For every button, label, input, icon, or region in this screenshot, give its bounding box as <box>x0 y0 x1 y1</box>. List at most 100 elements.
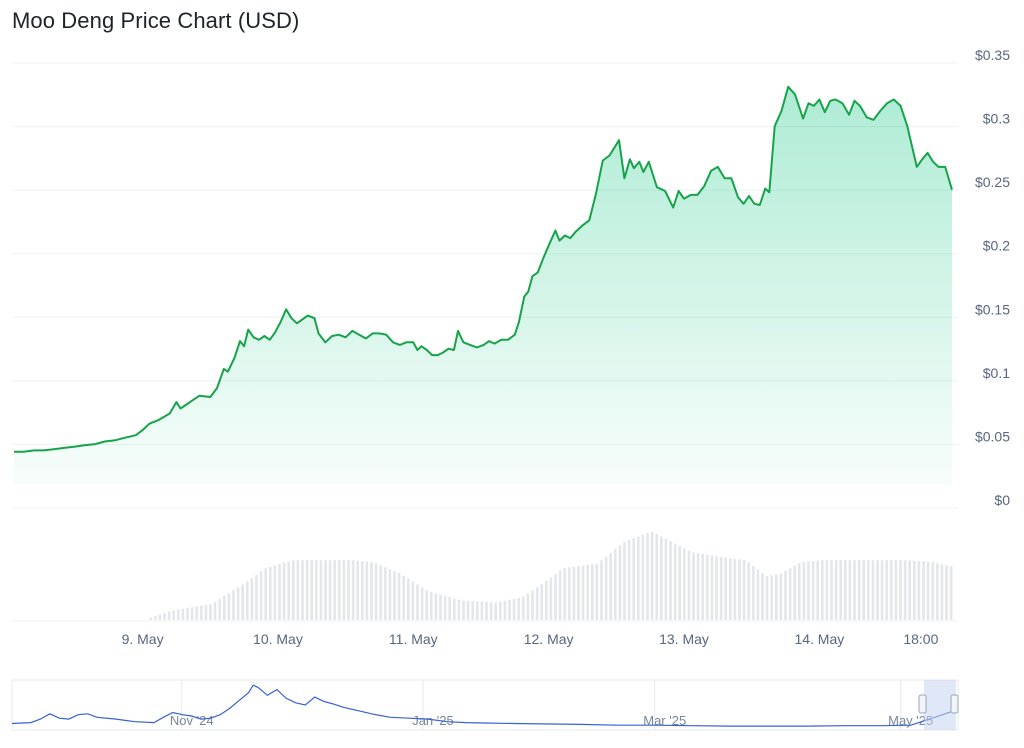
volume-bar <box>788 568 792 620</box>
volume-bar <box>163 613 166 620</box>
volume-bar <box>931 562 934 620</box>
volume-bar <box>568 567 571 620</box>
navigator-handle[interactable] <box>918 694 927 714</box>
navigator-frame <box>11 679 959 731</box>
volume-bar <box>949 566 953 620</box>
volume-bar <box>719 557 723 620</box>
volume-bar <box>448 597 451 620</box>
volume-bar <box>830 560 833 620</box>
volume-bar <box>204 604 208 620</box>
volume-bar <box>908 560 911 620</box>
navigator-tick-label: Jan '25 <box>412 713 454 728</box>
volume-bar <box>816 560 819 620</box>
navigator-tick-label: May '25 <box>888 713 933 728</box>
volume-bar <box>784 570 787 620</box>
volume-bar <box>821 560 824 620</box>
volume-bar <box>535 587 539 620</box>
volume-bar <box>361 561 364 620</box>
volume-bar <box>591 564 594 620</box>
volume-bar <box>581 565 585 620</box>
volume-bar <box>554 574 557 620</box>
volume-bar <box>365 561 369 620</box>
volume-bar <box>310 560 313 620</box>
volume-bar <box>586 565 589 620</box>
volume-bar <box>296 560 300 620</box>
volume-bar <box>834 560 838 620</box>
volume-bar <box>710 555 714 620</box>
volume-bar <box>922 561 925 620</box>
volume-bar <box>499 601 502 620</box>
navigator-handle[interactable] <box>950 694 959 714</box>
volume-bar <box>853 560 856 620</box>
volume-bar <box>563 568 566 620</box>
volume-bar <box>678 545 681 620</box>
y-tick-label: $0.05 <box>975 428 1010 444</box>
volume-bar <box>508 599 511 620</box>
volume-bar <box>154 616 157 620</box>
volume-bar <box>420 587 424 620</box>
volume-bar <box>273 565 277 620</box>
volume-bar <box>411 581 415 620</box>
volume-bar <box>324 560 327 620</box>
volume-bar <box>600 560 603 620</box>
volume-bar <box>903 560 907 620</box>
volume-bar <box>223 596 226 620</box>
volume-bar <box>374 563 378 620</box>
volume-bar <box>683 548 686 620</box>
volume-bar <box>871 560 875 620</box>
volume-bar <box>457 599 461 620</box>
volume-bar <box>255 574 258 620</box>
volume-bar <box>287 561 290 620</box>
volume-bar <box>181 608 185 620</box>
volume-bar <box>172 610 175 620</box>
volume-bar <box>342 560 346 620</box>
volume-bar <box>917 560 921 620</box>
volume-bar <box>402 575 405 620</box>
volume-bar <box>779 573 783 620</box>
volume-bar <box>209 604 212 620</box>
range-navigator[interactable]: Nov '24 Jan '25 Mar '25 May '25 <box>11 679 959 731</box>
volume-bar <box>650 531 654 620</box>
x-tick-label: 14. May <box>794 631 844 647</box>
volume-bar <box>269 566 272 620</box>
y-tick-label: $0 <box>994 492 1010 508</box>
volume-bar <box>798 563 801 620</box>
volume-bar <box>190 607 194 620</box>
volume-bar <box>609 552 612 620</box>
volume-bar <box>489 602 493 620</box>
volume-bar <box>844 560 847 620</box>
volume-bar <box>802 562 806 620</box>
volume-bar <box>775 574 778 620</box>
volume-bar <box>236 587 240 620</box>
volume-bar <box>549 577 553 620</box>
volume-bar <box>282 562 286 620</box>
volume-bar <box>595 563 599 620</box>
price-line[interactable] <box>14 85 953 453</box>
volume-bar <box>416 584 419 620</box>
volume-bar <box>333 560 336 620</box>
volume-bar <box>811 561 815 620</box>
volume-bar <box>761 573 764 620</box>
volume-bar <box>825 560 829 620</box>
volume-bar <box>503 600 507 620</box>
volume-bar <box>480 601 484 620</box>
volume-bar <box>572 566 576 620</box>
volume-bar <box>577 566 580 620</box>
x-tick-label: 10. May <box>253 631 303 647</box>
volume-bar <box>913 560 916 620</box>
volume-bar <box>880 560 884 620</box>
volume-bar <box>614 549 617 620</box>
volume-bar <box>701 554 704 620</box>
x-tick-label: 9. May <box>122 631 164 647</box>
volume-bar <box>315 560 318 620</box>
volume-bar <box>627 540 631 620</box>
volume-bar <box>250 578 254 620</box>
volume-bar <box>466 600 470 620</box>
y-tick-label: $0.15 <box>975 301 1010 317</box>
volume-bar <box>241 584 244 620</box>
volume-bar <box>246 581 249 620</box>
volume-bar <box>655 534 658 620</box>
volume-bar <box>471 601 474 620</box>
y-tick-label: $0.1 <box>983 365 1010 381</box>
